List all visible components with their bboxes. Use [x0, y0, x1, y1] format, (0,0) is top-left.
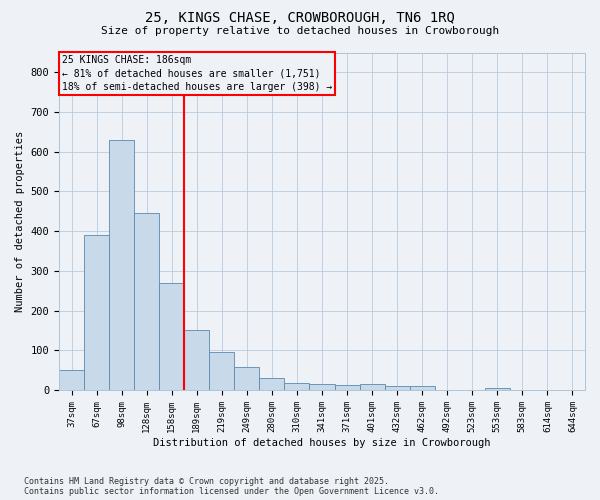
Bar — [59, 370, 84, 390]
Text: 25, KINGS CHASE, CROWBOROUGH, TN6 1RQ: 25, KINGS CHASE, CROWBOROUGH, TN6 1RQ — [145, 12, 455, 26]
Bar — [109, 140, 134, 390]
Text: Size of property relative to detached houses in Crowborough: Size of property relative to detached ho… — [101, 26, 499, 36]
Bar — [159, 283, 184, 390]
Bar — [485, 388, 510, 390]
Text: Contains HM Land Registry data © Crown copyright and database right 2025.
Contai: Contains HM Land Registry data © Crown c… — [24, 476, 439, 496]
X-axis label: Distribution of detached houses by size in Crowborough: Distribution of detached houses by size … — [153, 438, 491, 448]
Y-axis label: Number of detached properties: Number of detached properties — [15, 130, 25, 312]
Bar — [284, 383, 310, 390]
Bar — [184, 330, 209, 390]
Bar — [310, 384, 335, 390]
Bar — [385, 386, 410, 390]
Bar — [84, 235, 109, 390]
Bar — [209, 352, 235, 390]
Bar — [235, 367, 259, 390]
Bar — [359, 384, 385, 390]
Bar — [259, 378, 284, 390]
Bar — [335, 385, 359, 390]
Text: 25 KINGS CHASE: 186sqm
← 81% of detached houses are smaller (1,751)
18% of semi-: 25 KINGS CHASE: 186sqm ← 81% of detached… — [62, 56, 332, 92]
Bar — [134, 214, 159, 390]
Bar — [410, 386, 435, 390]
